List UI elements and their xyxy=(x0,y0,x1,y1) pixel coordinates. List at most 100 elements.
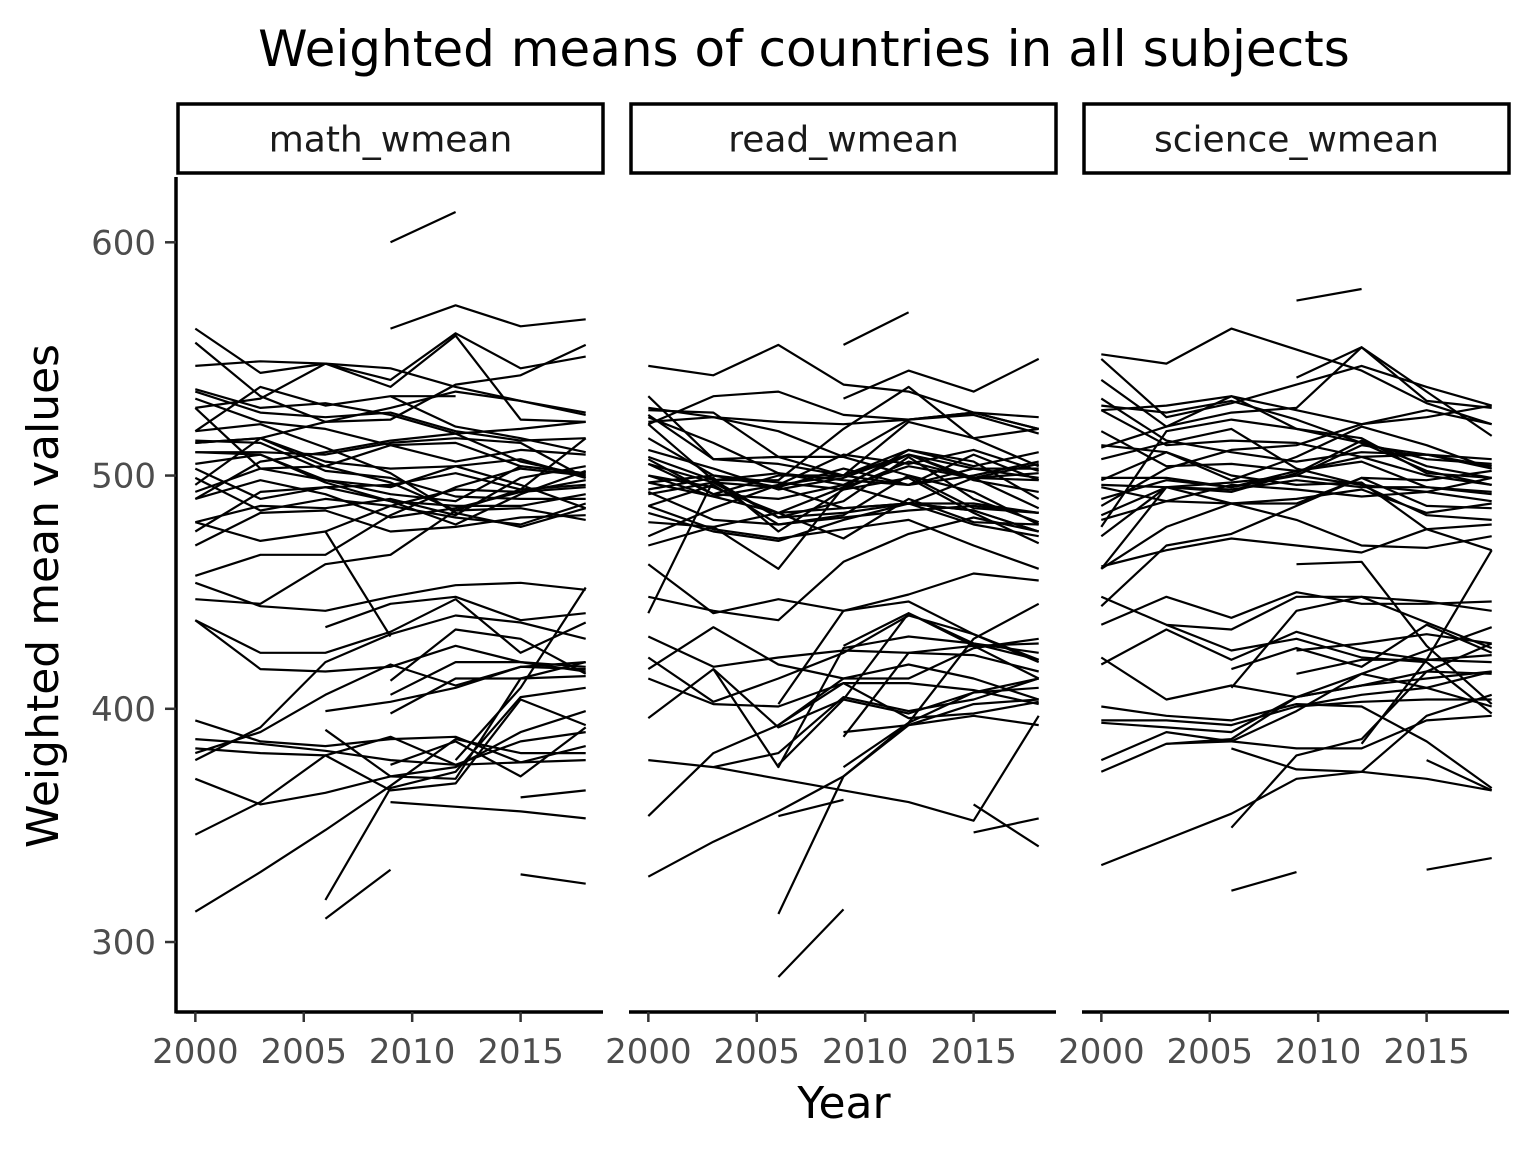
series-line xyxy=(1100,502,1492,570)
y-tick-label: 400 xyxy=(91,690,156,730)
series-line xyxy=(842,642,1039,738)
series-line xyxy=(1101,702,1493,789)
series-line xyxy=(194,737,586,913)
x-tick-label: 2000 xyxy=(152,1032,239,1072)
x-tick-label: 2015 xyxy=(477,1032,564,1072)
series-line xyxy=(520,789,586,799)
x-tick-label: 2010 xyxy=(822,1032,909,1072)
series-line xyxy=(195,437,587,479)
series-line xyxy=(648,516,1039,622)
series-line xyxy=(325,595,586,629)
series-line xyxy=(778,798,844,818)
series-line xyxy=(1231,747,1492,792)
series-line xyxy=(1360,549,1493,745)
series-line xyxy=(843,311,910,346)
facet-strip-label: read_wmean xyxy=(728,120,959,161)
series-line xyxy=(195,437,587,605)
x-tick-label: 2015 xyxy=(1383,1032,1470,1072)
series-line xyxy=(195,423,587,529)
series-line xyxy=(194,388,586,477)
series-line xyxy=(390,660,586,696)
series-line xyxy=(1426,857,1492,871)
series-line xyxy=(454,586,587,761)
series-line xyxy=(1100,693,1493,867)
series-line xyxy=(1100,395,1492,449)
series-line xyxy=(647,390,1039,426)
series-line xyxy=(973,803,1040,848)
series-line xyxy=(194,420,586,500)
x-tick-label: 2000 xyxy=(605,1032,692,1072)
series-line xyxy=(647,474,1039,526)
series-line xyxy=(1100,476,1492,608)
facet-panel-math_wmean: math_wmean 2000 2005 2010 2015 300 400 500 600 xyxy=(91,102,605,1072)
series-line xyxy=(194,614,586,762)
series-group xyxy=(647,311,1040,978)
series-line xyxy=(1231,623,1493,671)
series-line xyxy=(390,801,586,820)
series-line xyxy=(647,698,1039,878)
series-line xyxy=(843,357,1040,400)
series-line xyxy=(647,563,1039,615)
series-line xyxy=(648,474,1039,515)
series-line xyxy=(777,600,1040,705)
series-line xyxy=(195,334,586,423)
facet-strip xyxy=(629,102,1058,175)
series-line xyxy=(194,502,587,543)
series-line xyxy=(843,714,1039,734)
series-line xyxy=(194,479,586,519)
series-line xyxy=(843,612,1039,654)
series-line xyxy=(325,661,586,713)
series-line xyxy=(324,530,392,638)
x-tick-label: 2015 xyxy=(930,1032,1017,1072)
series-line xyxy=(194,467,586,577)
series-line xyxy=(1100,358,1493,419)
series-line xyxy=(194,698,587,836)
y-tick-label: 300 xyxy=(91,923,156,963)
series-line xyxy=(194,581,586,612)
series-line xyxy=(390,726,587,778)
series-line xyxy=(1100,486,1492,538)
series-line xyxy=(1100,469,1492,521)
series-line xyxy=(1100,591,1492,626)
panels: math_wmean 2000 2005 2010 2015 300 400 500 600 re… xyxy=(91,102,1511,1072)
series-line xyxy=(1296,658,1492,675)
series-line xyxy=(1296,346,1492,409)
series-line xyxy=(1296,670,1492,708)
series-line xyxy=(324,661,586,780)
facet-strip xyxy=(176,102,605,175)
series-line xyxy=(195,439,586,500)
y-axis-title: Weighted mean values xyxy=(18,344,69,848)
series-line xyxy=(1230,642,1493,829)
series-line xyxy=(194,390,586,442)
series-line xyxy=(194,719,586,764)
facet-strip-label: math_wmean xyxy=(269,120,513,161)
series-line xyxy=(1165,623,1493,715)
series-line xyxy=(390,304,586,330)
series-line xyxy=(1101,395,1492,486)
series-line xyxy=(195,453,586,503)
series-line xyxy=(194,486,586,533)
series-group xyxy=(194,211,587,920)
series-line xyxy=(1296,560,1493,705)
series-line xyxy=(1100,409,1492,486)
series-line xyxy=(195,332,586,381)
series-line xyxy=(1166,626,1493,745)
facet-panel-read_wmean: read_wmean 2000 2005 2010 2015 xyxy=(605,102,1058,1072)
series-group xyxy=(1100,287,1493,892)
series-line xyxy=(389,675,586,715)
series-line xyxy=(1231,871,1297,892)
chart-title: Weighted means of countries in all subje… xyxy=(258,20,1350,78)
series-line xyxy=(777,908,845,978)
series-line xyxy=(1426,759,1493,792)
facet-strip xyxy=(1082,102,1511,175)
x-tick-label: 2010 xyxy=(369,1032,456,1072)
series-line xyxy=(194,509,586,547)
series-line xyxy=(647,483,1039,526)
x-tick-label: 2005 xyxy=(1166,1032,1253,1072)
series-line xyxy=(647,395,1039,477)
x-tick-label: 2005 xyxy=(713,1032,800,1072)
series-line xyxy=(1100,714,1492,762)
series-line xyxy=(195,465,586,524)
series-line xyxy=(647,504,1040,570)
